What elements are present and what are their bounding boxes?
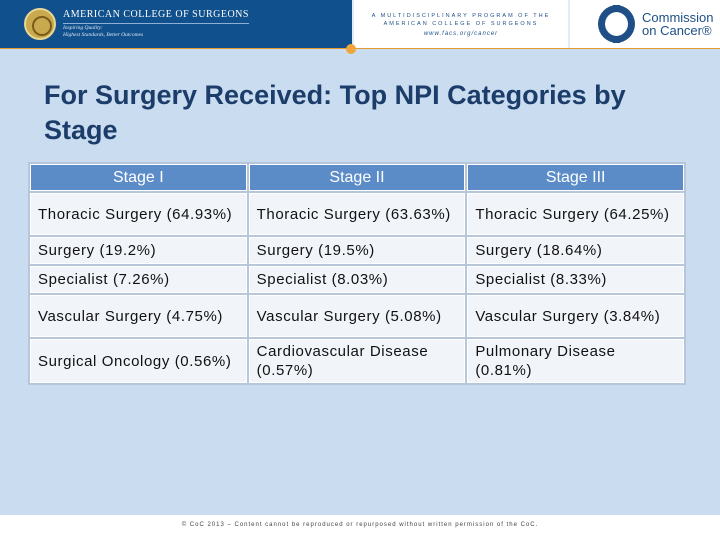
- table-cell: Surgery (19.5%): [248, 237, 466, 264]
- coc-line-1: Commission: [642, 10, 714, 25]
- coc-line-2: on Cancer®: [642, 23, 712, 38]
- table-cell: Vascular Surgery (5.08%): [248, 295, 466, 337]
- header-stage-1: Stage I: [30, 164, 247, 191]
- coc-wordmark: Commission on Cancer®: [642, 11, 714, 37]
- table-cell: Cardiovascular Disease (0.57%): [248, 339, 466, 383]
- table-cell: Pulmonary Disease (0.81%): [467, 339, 684, 383]
- npi-categories-table: Stage I Stage II Stage III Thoracic Surg…: [28, 162, 686, 385]
- acs-seal-icon: [24, 8, 56, 40]
- header-divider: [0, 48, 720, 49]
- acs-tagline-1: Inspiring Quality:: [63, 24, 103, 31]
- header-accent-dot: [346, 44, 356, 54]
- coc-logo-icon: [598, 5, 636, 43]
- program-line-2: American College of Surgeons: [383, 20, 539, 27]
- program-url: www.facs.org/cancer: [423, 30, 499, 37]
- header-stage-3: Stage III: [467, 164, 684, 191]
- table-cell: Vascular Surgery (3.84%): [467, 295, 684, 337]
- acs-wordmark: American College of Surgeons Inspiring Q…: [63, 9, 249, 39]
- table-row: Surgical Oncology (0.56%) Cardiovascular…: [30, 339, 684, 383]
- header-banner: American College of Surgeons Inspiring Q…: [0, 0, 720, 48]
- program-block: A Multidisciplinary Program of the Ameri…: [352, 0, 568, 48]
- acs-logo-block: American College of Surgeons Inspiring Q…: [0, 0, 352, 48]
- acs-name: American College of Surgeons: [63, 9, 249, 24]
- acs-tagline-2: Highest Standards, Better Outcomes: [63, 32, 144, 38]
- slide-title: For Surgery Received: Top NPI Categories…: [44, 80, 626, 145]
- table-cell: Thoracic Surgery (63.63%): [248, 193, 466, 235]
- header-stage-2: Stage II: [248, 164, 466, 191]
- table-row: Surgery (19.2%) Surgery (19.5%) Surgery …: [30, 237, 684, 264]
- table-row: Vascular Surgery (4.75%) Vascular Surger…: [30, 295, 684, 337]
- table-cell: Surgery (19.2%): [30, 237, 247, 264]
- table-cell: Vascular Surgery (4.75%): [30, 295, 247, 337]
- coc-logo-block: Commission on Cancer®: [568, 0, 720, 48]
- table-row: Specialist (7.26%) Specialist (8.03%) Sp…: [30, 266, 684, 293]
- table-cell: Specialist (8.33%): [467, 266, 684, 293]
- table-row: Thoracic Surgery (64.93%) Thoracic Surge…: [30, 193, 684, 235]
- table-header-row: Stage I Stage II Stage III: [30, 164, 684, 191]
- program-line-1: A Multidisciplinary Program of the: [371, 12, 551, 19]
- table-cell: Thoracic Surgery (64.25%): [467, 193, 684, 235]
- table-cell: Specialist (7.26%): [30, 266, 247, 293]
- table-cell: Surgical Oncology (0.56%): [30, 339, 247, 383]
- table-cell: Specialist (8.03%): [248, 266, 466, 293]
- footer-bar: [0, 515, 720, 540]
- table-cell: Surgery (18.64%): [467, 237, 684, 264]
- footer-copyright: © CoC 2013 – Content cannot be reproduce…: [181, 522, 539, 528]
- table-cell: Thoracic Surgery (64.93%): [30, 193, 247, 235]
